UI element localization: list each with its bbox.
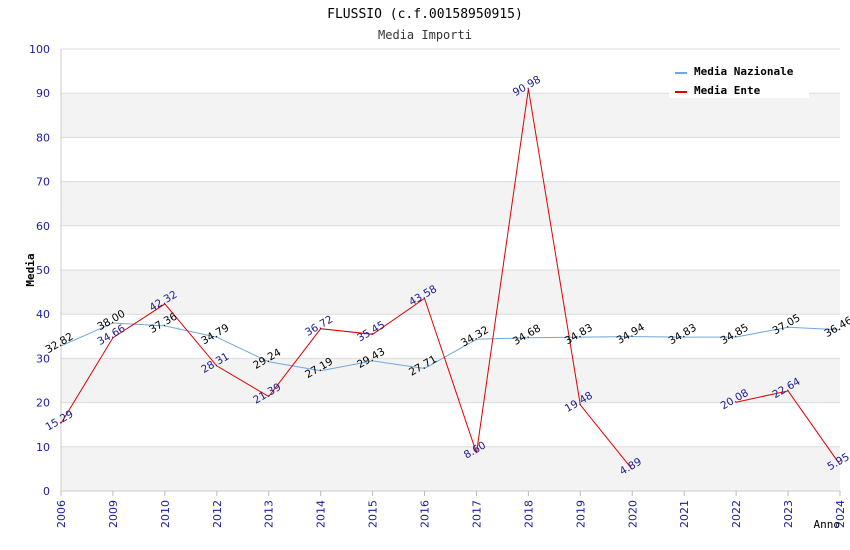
x-tick-label: 2024 bbox=[834, 500, 847, 528]
x-tick-label: 2012 bbox=[211, 500, 224, 528]
x-tick-label: 2006 bbox=[55, 500, 68, 528]
y-tick-label: 40 bbox=[36, 308, 50, 321]
plot-band bbox=[61, 181, 840, 226]
x-tick-label: 2016 bbox=[419, 500, 432, 528]
y-axis-title: Media bbox=[24, 253, 37, 286]
plot-band bbox=[61, 93, 840, 138]
legend-label-media-ente: Media Ente bbox=[694, 84, 761, 97]
plot-band bbox=[61, 270, 840, 315]
legend-label-media-nazionale: Media Nazionale bbox=[694, 65, 794, 78]
plot-band bbox=[61, 358, 840, 403]
plot-band bbox=[61, 225, 840, 270]
plot-band bbox=[61, 314, 840, 359]
legend: Media Nazionale Media Ente bbox=[669, 60, 809, 98]
x-tick-label: 2017 bbox=[470, 500, 483, 528]
series-line-media-nazionale bbox=[60, 322, 841, 372]
x-tick-label: 2015 bbox=[367, 500, 380, 528]
x-tick-label: 2021 bbox=[678, 500, 691, 528]
y-tick-label: 30 bbox=[36, 352, 50, 365]
y-tick-label: 50 bbox=[36, 264, 50, 277]
plot-band bbox=[61, 402, 840, 447]
plot-band bbox=[61, 137, 840, 182]
x-tick-label: 2022 bbox=[730, 500, 743, 528]
x-tick-label: 2018 bbox=[522, 500, 535, 528]
x-tick-label: 2019 bbox=[574, 500, 587, 528]
plot-background bbox=[61, 49, 840, 491]
x-tick-label: 2009 bbox=[107, 500, 120, 528]
y-tick-label: 90 bbox=[36, 87, 50, 100]
x-tick-labels: 2006 2009 2010 2012 2013 2014 2015 2016 2017 2018… bbox=[55, 500, 847, 528]
legend-box bbox=[669, 60, 809, 98]
series-line-media-ente bbox=[60, 88, 841, 470]
y-tick-label: 100 bbox=[29, 43, 50, 56]
series-lines bbox=[60, 88, 841, 470]
y-tick-label: 80 bbox=[36, 131, 50, 144]
x-tick-label: 2010 bbox=[159, 500, 172, 528]
x-tick-label: 2023 bbox=[782, 500, 795, 528]
y-tick-label: 10 bbox=[36, 441, 50, 454]
chart-title: FLUSSIO (c.f.00158950915) bbox=[327, 7, 523, 22]
plot-band bbox=[61, 446, 840, 491]
chart-subtitle: Media Importi bbox=[378, 28, 472, 42]
x-axis-title: Anno bbox=[814, 518, 841, 531]
axes bbox=[60, 49, 841, 496]
y-tick-label: 0 bbox=[43, 485, 50, 498]
x-tick-label: 2014 bbox=[315, 500, 328, 528]
y-tick-label: 70 bbox=[36, 176, 50, 189]
x-tick-label: 2020 bbox=[626, 500, 639, 528]
y-tick-label: 60 bbox=[36, 220, 50, 233]
y-tick-labels: 0 10 20 30 40 50 60 70 80 90 100 bbox=[29, 43, 50, 498]
y-tick-label: 20 bbox=[36, 397, 50, 410]
x-tick-label: 2013 bbox=[263, 500, 276, 528]
